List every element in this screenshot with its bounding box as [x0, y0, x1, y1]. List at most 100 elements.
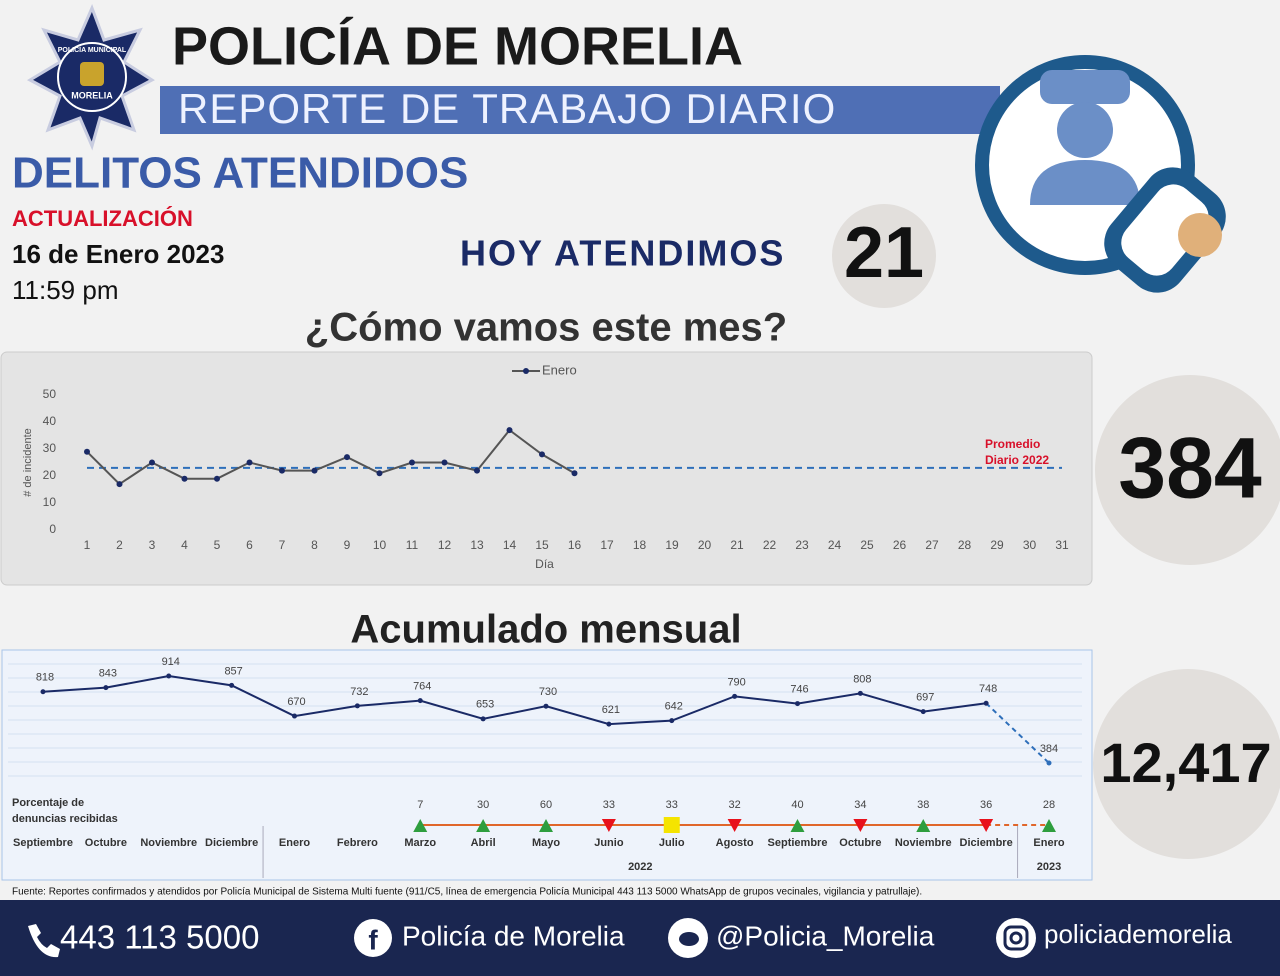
marker-up	[916, 819, 931, 832]
x-tick-label: 10	[373, 538, 387, 552]
x-tick-label: Septiembre	[768, 837, 828, 849]
value-label: 843	[99, 668, 117, 680]
percent-value: 7	[417, 799, 423, 811]
x-tick-label: Julio	[659, 837, 685, 849]
icon-head	[1057, 102, 1113, 158]
reference-label: Diario 2022	[985, 453, 1049, 467]
cumulative-circle	[1093, 669, 1280, 859]
cumulative-heading: Acumulado mensual	[350, 608, 741, 652]
percent-value: 60	[540, 799, 552, 811]
x-tick-label: Enero	[279, 837, 310, 849]
x-tick-label: 4	[181, 538, 188, 552]
x-tick-label: 5	[214, 538, 221, 552]
point	[292, 713, 297, 719]
value-label: 790	[727, 676, 745, 688]
x-tick-label: 1	[84, 538, 91, 552]
month-heading: ¿Cómo vamos este mes?	[305, 306, 787, 350]
x-tick-label: 12	[438, 538, 452, 552]
value-label: 746	[790, 683, 808, 695]
point	[983, 700, 989, 706]
x-tick-label: 26	[893, 538, 907, 552]
point	[669, 718, 675, 724]
value-label: 642	[665, 701, 683, 713]
y-tick-label: 50	[43, 387, 57, 401]
reference-label: Promedio	[985, 437, 1040, 451]
point	[376, 470, 383, 477]
value-label: 914	[162, 656, 180, 668]
point	[506, 427, 513, 434]
x-tick-label: Noviembre	[895, 837, 952, 849]
point	[539, 451, 545, 458]
point	[480, 716, 486, 722]
percent-value: 34	[854, 799, 866, 811]
x-axis-label: Día	[535, 557, 554, 571]
point	[246, 459, 253, 466]
footer-twitter: @Policia_Morelia	[716, 920, 935, 951]
section-title: DELITOS ATENDIDOS	[12, 149, 468, 198]
marker-down	[853, 819, 868, 832]
value-label: 730	[539, 686, 557, 698]
today-value: 21	[844, 213, 924, 293]
instagram-lens	[1009, 931, 1023, 945]
point	[103, 685, 109, 691]
x-tick-label: Septiembre	[13, 837, 73, 849]
point	[409, 459, 415, 466]
x-tick-label: Octubre	[85, 837, 127, 849]
x-tick-label: 30	[1023, 538, 1037, 552]
x-tick-label: Febrero	[337, 837, 378, 849]
subtitle: REPORTE DE TRABAJO DIARIO	[178, 85, 836, 132]
x-tick-label: 14	[503, 538, 517, 552]
x-tick-label: Junio	[594, 837, 624, 849]
source: Fuente: Reportes confirmados y atendidos…	[12, 887, 922, 898]
point	[181, 475, 188, 482]
footer-phone: 443 113 5000	[60, 919, 259, 956]
x-tick-label: Agosto	[716, 837, 754, 849]
series-line-dashed	[985, 702, 1050, 764]
x-tick-label: Octubre	[839, 837, 881, 849]
footer-facebook: Policía de Morelia	[402, 920, 625, 951]
y-axis-label: # de incidente	[22, 428, 34, 497]
point	[795, 701, 800, 707]
x-tick-label: 3	[149, 538, 156, 552]
x-tick-label: Marzo	[404, 837, 436, 849]
x-tick-label: 20	[698, 538, 712, 552]
series-line	[42, 674, 987, 726]
y-tick-label: 10	[43, 495, 57, 509]
group-label: 2022	[628, 861, 652, 873]
point	[344, 454, 350, 461]
y-tick-label: 40	[43, 414, 57, 428]
value-label: 808	[853, 673, 871, 685]
value-label: 818	[36, 672, 54, 684]
x-tick-label: Abril	[471, 837, 496, 849]
point	[116, 481, 123, 488]
value-label: 653	[476, 699, 494, 711]
x-tick-label: 23	[795, 538, 809, 552]
y-tick-label: 0	[49, 522, 56, 536]
twitter-bird	[679, 932, 699, 946]
badge-top: POLICÍA MUNICIPAL	[58, 45, 127, 54]
icon-cap	[1040, 70, 1130, 104]
point	[214, 475, 220, 482]
x-tick-label: Noviembre	[140, 837, 197, 849]
marker-up	[476, 819, 491, 832]
percent-value: 33	[603, 799, 615, 811]
date: 16 de Enero 2023	[12, 239, 224, 269]
value-label: 670	[287, 696, 305, 708]
x-tick-label: 11	[406, 538, 419, 552]
percent-value: 28	[1043, 799, 1055, 811]
value-label: 384	[1040, 743, 1058, 755]
month-total: 384	[1118, 421, 1262, 517]
group-label: 2023	[1037, 861, 1061, 873]
point	[732, 693, 738, 699]
x-tick-label: 18	[633, 538, 647, 552]
icon-hand	[1178, 213, 1222, 257]
point	[606, 721, 612, 727]
icon-body	[1030, 160, 1140, 205]
x-tick-label: Diciembre	[205, 837, 258, 849]
marker-up	[539, 819, 553, 832]
subtitle-band	[160, 86, 1000, 134]
x-tick-label: 15	[535, 538, 549, 552]
point	[229, 682, 235, 688]
x-tick-label: 19	[665, 538, 679, 552]
value-label: 857	[224, 665, 242, 677]
